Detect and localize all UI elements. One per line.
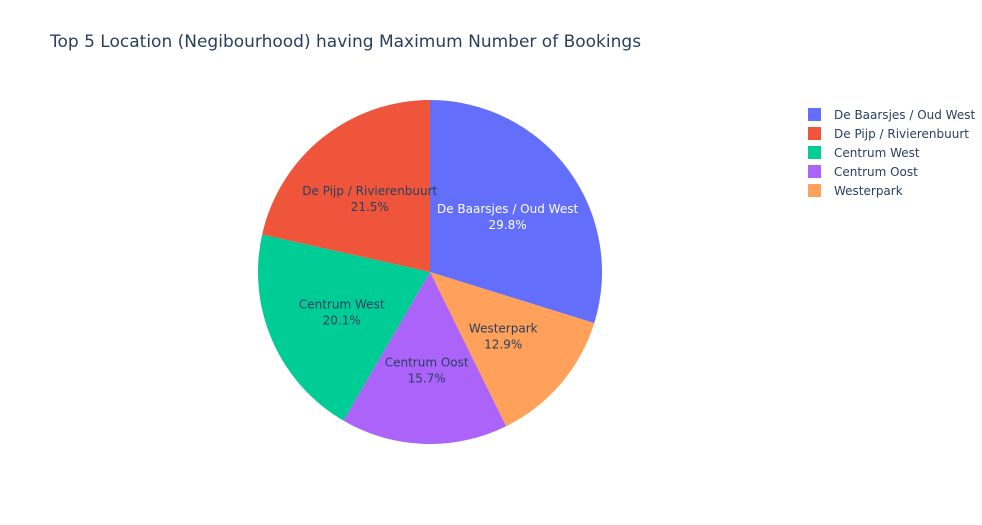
legend-label: De Pijp / Rivierenbuurt	[834, 126, 969, 141]
pie-slice-westerpark[interactable]	[430, 272, 595, 427]
legend-item-centrum-oost[interactable]: Centrum Oost	[808, 162, 975, 181]
legend-swatch	[808, 184, 821, 197]
slice-percent-westerpark: 12.9%	[484, 338, 522, 352]
legend-swatch	[808, 146, 821, 159]
pie-slice-de-baarsjes-oud-west[interactable]	[430, 100, 602, 324]
pie-slice-de-pijp-rivierenbuurt[interactable]	[262, 99, 430, 272]
legend-item-westerpark[interactable]: Westerpark	[808, 181, 975, 200]
chart-title: Top 5 Location (Negibourhood) having Max…	[50, 32, 642, 52]
slice-percent-de-pijp-rivierenbuurt: 21.5%	[351, 200, 389, 214]
slice-label-westerpark: Westerpark	[469, 322, 538, 336]
slice-percent-centrum-oost: 15.7%	[408, 371, 446, 385]
legend-item-de-baarsjes-oud-west[interactable]: De Baarsjes / Oud West	[808, 105, 975, 124]
slice-label-centrum-west: Centrum West	[299, 298, 385, 312]
slice-label-de-pijp-rivierenbuurt: De Pijp / Rivierenbuurt	[302, 184, 437, 198]
legend-label: Centrum Oost	[834, 164, 918, 179]
pie-labels: De Baarsjes / Oud West 29.8% Westerpark 12.…	[299, 184, 579, 385]
legend-swatch	[808, 108, 821, 121]
chart-legend: De Baarsjes / Oud West De Pijp / Rivieren…	[808, 105, 975, 200]
legend-label: De Baarsjes / Oud West	[834, 107, 976, 122]
slice-label-centrum-oost: Centrum Oost	[385, 355, 469, 369]
legend-swatch	[808, 165, 821, 178]
pie-slice-centrum-oost[interactable]	[343, 272, 507, 445]
slice-percent-centrum-west: 20.1%	[323, 314, 361, 328]
slice-percent-de-baarsjes-oud-west: 29.8%	[489, 218, 527, 232]
legend-item-de-pijp-rivierenbuurt[interactable]: De Pijp / Rivierenbuurt	[808, 124, 975, 143]
legend-item-centrum-west[interactable]: Centrum West	[808, 143, 975, 162]
legend-swatch	[808, 127, 821, 140]
legend-label: Centrum West	[834, 145, 920, 160]
slice-label-de-baarsjes-oud-west: De Baarsjes / Oud West	[437, 202, 578, 216]
pie-slices	[257, 99, 602, 445]
pie-slice-centrum-west[interactable]	[257, 234, 430, 421]
legend-label: Westerpark	[834, 183, 903, 198]
